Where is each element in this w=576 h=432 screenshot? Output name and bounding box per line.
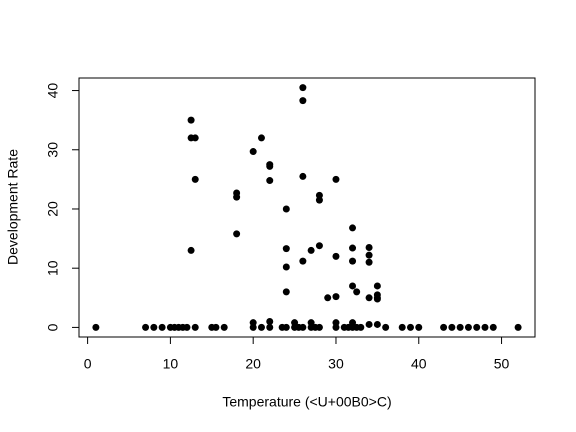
point bbox=[266, 177, 274, 185]
plot-box bbox=[78, 77, 536, 338]
point bbox=[266, 323, 274, 331]
point bbox=[266, 317, 274, 325]
x-tick-label: 50 bbox=[494, 356, 510, 372]
point bbox=[233, 193, 241, 201]
point bbox=[142, 323, 150, 331]
point bbox=[332, 293, 340, 301]
point bbox=[373, 320, 381, 328]
point bbox=[291, 319, 299, 327]
point bbox=[282, 205, 290, 213]
point bbox=[257, 134, 265, 142]
point bbox=[299, 97, 307, 105]
point bbox=[92, 323, 100, 331]
point bbox=[489, 323, 497, 331]
point bbox=[382, 323, 390, 331]
point bbox=[373, 294, 381, 302]
x-tick-label: 20 bbox=[245, 356, 261, 372]
point bbox=[365, 320, 373, 328]
point bbox=[191, 175, 199, 183]
point bbox=[349, 319, 357, 327]
point bbox=[353, 288, 361, 296]
point bbox=[307, 246, 315, 254]
point bbox=[282, 288, 290, 296]
point bbox=[357, 323, 365, 331]
point bbox=[233, 230, 241, 238]
point bbox=[349, 282, 357, 290]
point bbox=[349, 244, 357, 252]
point bbox=[282, 323, 290, 331]
point bbox=[150, 323, 158, 331]
x-tick-label: 0 bbox=[84, 356, 92, 372]
point bbox=[266, 162, 274, 170]
point bbox=[456, 323, 464, 331]
point bbox=[514, 323, 522, 331]
point bbox=[349, 224, 357, 232]
point bbox=[332, 319, 340, 327]
point bbox=[158, 323, 166, 331]
point bbox=[324, 294, 332, 302]
point bbox=[365, 243, 373, 251]
y-tick-label: 0 bbox=[45, 323, 61, 331]
point bbox=[481, 323, 489, 331]
point bbox=[448, 323, 456, 331]
x-tick-label: 40 bbox=[411, 356, 427, 372]
point bbox=[315, 242, 323, 250]
point bbox=[282, 263, 290, 271]
point bbox=[415, 323, 423, 331]
point bbox=[373, 282, 381, 290]
point bbox=[332, 175, 340, 183]
x-tick-label: 30 bbox=[328, 356, 344, 372]
point bbox=[365, 258, 373, 266]
point bbox=[212, 323, 220, 331]
point bbox=[191, 323, 199, 331]
point bbox=[299, 257, 307, 265]
point bbox=[365, 294, 373, 302]
point bbox=[187, 116, 195, 124]
point bbox=[349, 257, 357, 265]
point bbox=[249, 319, 257, 327]
point bbox=[299, 172, 307, 180]
point bbox=[282, 245, 290, 253]
point bbox=[473, 323, 481, 331]
x-axis-label: Temperature (<U+00B0>C) bbox=[222, 394, 391, 410]
point bbox=[464, 323, 472, 331]
point bbox=[299, 323, 307, 331]
point bbox=[249, 148, 257, 156]
point bbox=[406, 323, 414, 331]
y-tick-label: 40 bbox=[45, 83, 61, 99]
x-tick-label: 10 bbox=[163, 356, 179, 372]
point bbox=[440, 323, 448, 331]
point bbox=[220, 323, 228, 331]
point bbox=[365, 251, 373, 259]
point bbox=[257, 323, 265, 331]
point bbox=[183, 323, 191, 331]
point bbox=[187, 246, 195, 254]
point bbox=[307, 319, 315, 327]
point bbox=[299, 84, 307, 92]
point bbox=[398, 323, 406, 331]
point bbox=[315, 323, 323, 331]
point bbox=[332, 252, 340, 260]
y-tick-label: 10 bbox=[45, 260, 61, 276]
y-tick-label: 20 bbox=[45, 201, 61, 217]
point bbox=[191, 134, 199, 142]
y-axis-label: Development Rate bbox=[5, 149, 21, 265]
y-tick-label: 30 bbox=[45, 142, 61, 158]
point bbox=[315, 196, 323, 204]
